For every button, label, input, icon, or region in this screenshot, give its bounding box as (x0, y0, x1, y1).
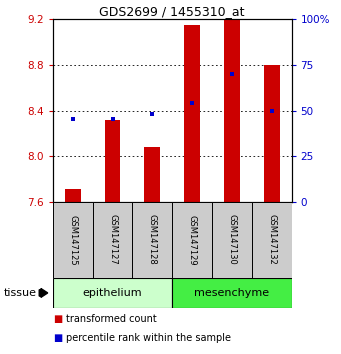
Bar (172, 202, 212, 278)
Text: transformed count: transformed count (66, 314, 157, 324)
Bar (105, 120, 120, 202)
Text: mesenchyme: mesenchyme (194, 288, 269, 298)
Text: epithelium: epithelium (83, 288, 142, 298)
Bar (172, 278, 292, 308)
Bar (184, 25, 200, 202)
Text: ■: ■ (53, 333, 62, 343)
Bar (144, 147, 160, 202)
Bar (212, 202, 252, 278)
Text: GSM147125: GSM147125 (68, 215, 77, 265)
Text: GSM147127: GSM147127 (108, 215, 117, 265)
Bar (93, 202, 132, 278)
Title: GDS2699 / 1455310_at: GDS2699 / 1455310_at (100, 5, 245, 18)
Text: GSM147128: GSM147128 (148, 215, 157, 265)
Bar (53, 278, 172, 308)
Text: GSM147129: GSM147129 (188, 215, 197, 265)
Bar (132, 202, 172, 278)
Text: GSM147132: GSM147132 (267, 215, 276, 265)
Bar (53, 202, 93, 278)
Bar (65, 189, 81, 202)
Bar (264, 65, 280, 202)
Text: GSM147130: GSM147130 (227, 215, 236, 265)
Bar (252, 202, 292, 278)
Bar (224, 19, 240, 202)
Text: percentile rank within the sample: percentile rank within the sample (66, 333, 232, 343)
Text: ■: ■ (53, 314, 62, 324)
Text: tissue: tissue (3, 288, 36, 298)
